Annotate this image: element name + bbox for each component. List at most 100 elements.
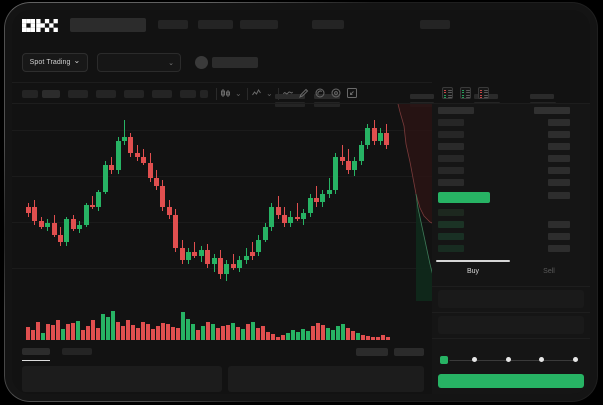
bottom-panel-0[interactable]	[22, 366, 222, 392]
depth-chart-overlay	[390, 104, 438, 301]
candlestick-series	[12, 104, 432, 301]
candle-wick	[92, 196, 93, 209]
candle-body	[358, 144, 364, 162]
volume-bar	[106, 317, 110, 340]
candle-wick	[328, 177, 330, 199]
chevron-down-icon[interactable]: ⌄	[235, 89, 242, 98]
candle-body	[294, 216, 300, 219]
tab-buy[interactable]: Buy	[466, 268, 480, 275]
line-wave-icon[interactable]	[283, 88, 293, 98]
magnet-icon[interactable]	[315, 88, 325, 98]
spot-trading-dropdown[interactable]: Spot Trading ⌄	[22, 53, 88, 72]
chevron-down-icon[interactable]: ⌄	[266, 89, 273, 98]
nav-item-1[interactable]	[158, 20, 188, 29]
interval-button-5[interactable]	[124, 90, 144, 98]
interval-button-3[interactable]	[68, 90, 88, 98]
orderbook-value-row	[548, 167, 570, 174]
orderbook-bid-row[interactable]	[438, 233, 464, 240]
bottom-tab-0[interactable]	[22, 348, 50, 355]
search-input[interactable]	[70, 18, 146, 32]
orderbook-ask-row[interactable]	[438, 155, 464, 162]
bottom-tab-1[interactable]	[62, 348, 92, 355]
volume-bar	[241, 328, 245, 340]
pencil-icon[interactable]	[299, 88, 309, 98]
orderbook-asks-icon[interactable]	[478, 87, 489, 99]
interval-button-4[interactable]	[96, 90, 116, 98]
volume-bar	[291, 330, 295, 340]
chart-gridline	[12, 176, 432, 177]
volume-bar	[71, 323, 75, 340]
volume-bar	[246, 324, 250, 340]
order-amount-field[interactable]	[438, 316, 584, 334]
pair-select[interactable]: ⌄	[97, 53, 181, 72]
slider-mark-3[interactable]	[539, 357, 544, 362]
orderbook-ask-row[interactable]	[438, 143, 464, 150]
interval-button-8[interactable]	[200, 90, 208, 98]
candle-body	[307, 198, 313, 213]
volume-bar	[96, 328, 100, 340]
candle-body	[109, 165, 115, 170]
stat-label	[314, 94, 340, 99]
candle-body	[128, 136, 134, 154]
tab-sell[interactable]: Sell	[543, 268, 555, 275]
candlestick-icon[interactable]	[221, 88, 230, 98]
volume-bar	[186, 319, 190, 340]
volume-chart	[12, 306, 432, 340]
volume-bar	[116, 321, 120, 340]
submit-buy-button[interactable]	[438, 374, 584, 388]
buy-tab-underline	[436, 260, 510, 262]
candle-wick	[124, 120, 125, 145]
slider-mark-1[interactable]	[472, 357, 477, 362]
interval-button-1[interactable]	[22, 90, 38, 98]
order-percent-slider[interactable]	[440, 356, 582, 364]
bottom-action-1[interactable]	[394, 348, 424, 356]
indicator-icon[interactable]	[252, 88, 261, 98]
orderbook-value-row	[548, 155, 570, 162]
candle-body	[326, 190, 332, 195]
toolbar-divider	[247, 88, 248, 100]
nav-item-2[interactable]	[198, 20, 233, 29]
spot-trading-label: Spot Trading	[29, 59, 71, 66]
volume-bar	[156, 325, 160, 340]
volume-bar	[206, 321, 210, 340]
slider-mark-4[interactable]	[573, 357, 578, 362]
orderbook-bid-row[interactable]	[438, 209, 464, 216]
orderbook-value-row	[548, 233, 570, 240]
bottom-action-0[interactable]	[356, 348, 388, 356]
slider-handle[interactable]	[440, 356, 448, 364]
interval-button-7[interactable]	[180, 90, 196, 98]
order-price-field[interactable]	[438, 290, 584, 308]
price-chart[interactable]	[12, 104, 432, 301]
fullscreen-icon[interactable]	[347, 88, 357, 98]
nav-item-4[interactable]	[312, 20, 344, 29]
candle-body	[83, 204, 89, 226]
orderbook-value-row	[548, 192, 570, 199]
orderbook-ask-row[interactable]	[438, 107, 474, 114]
candle-wick	[252, 241, 253, 261]
candle-body	[90, 204, 95, 207]
orderbook-bids-icon[interactable]	[460, 87, 471, 99]
orderbook-ask-row[interactable]	[438, 179, 464, 186]
volume-bar	[191, 324, 195, 340]
orderbook-current-price[interactable]	[438, 192, 490, 203]
bottom-panel-1[interactable]	[228, 366, 424, 392]
volume-bar	[121, 326, 125, 340]
orderbook-ask-row[interactable]	[438, 131, 464, 138]
orderbook-bid-row[interactable]	[438, 221, 464, 228]
slider-mark-2[interactable]	[506, 357, 511, 362]
interval-button-2[interactable]	[42, 90, 60, 98]
orderbook-ask-row[interactable]	[438, 119, 464, 126]
candle-body	[51, 223, 57, 236]
volume-bar	[126, 320, 130, 340]
orderbook-both-icon[interactable]	[442, 87, 453, 99]
volume-bar	[331, 330, 335, 340]
nav-item-5[interactable]	[420, 20, 450, 29]
volume-bar	[46, 323, 50, 340]
orderbook-ask-row[interactable]	[438, 167, 464, 174]
nav-item-3[interactable]	[240, 20, 278, 29]
interval-button-6[interactable]	[152, 90, 172, 98]
okx-logo[interactable]	[22, 19, 62, 32]
candle-wick	[194, 241, 196, 259]
orderbook-bid-row[interactable]	[438, 245, 464, 252]
settings-icon[interactable]	[331, 88, 341, 98]
